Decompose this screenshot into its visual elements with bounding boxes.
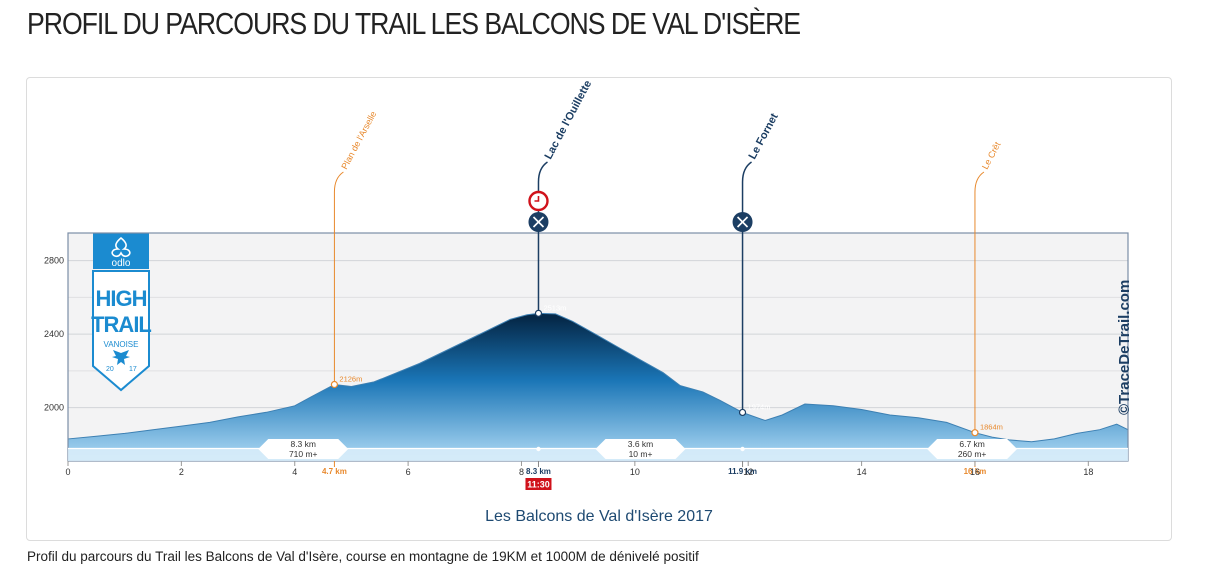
eagle-icon [112, 350, 130, 365]
marker-elevation: 2513m [543, 303, 566, 312]
marker-elevation: 2126m [339, 375, 362, 384]
logo-year-left: 20 [106, 366, 114, 373]
logo-line2: TRAIL [91, 312, 151, 337]
chart-title: Les Balcons de Val d'Isère 2017 [485, 508, 713, 525]
time-badge [525, 478, 552, 490]
y-tick-label: 2400 [44, 329, 64, 339]
segment-distance: 8.3 km [290, 439, 316, 449]
marker-pole [537, 161, 548, 314]
marker-distance: 11.9 km [728, 467, 757, 476]
marker-pole [741, 161, 752, 413]
logo-year-right: 17 [129, 366, 137, 373]
segment-divider-dot [740, 446, 745, 452]
segment-gain: 710 m+ [289, 449, 318, 459]
marker-pole [333, 171, 344, 385]
odlo-emblem-icon [111, 236, 131, 258]
cutlery-icon [528, 212, 549, 232]
x-tick-label: 14 [857, 467, 867, 477]
marker-point [971, 429, 979, 437]
marker-name: Le Crêt [980, 140, 1003, 171]
y-tick-label: 2000 [44, 403, 64, 413]
marker-point [330, 380, 339, 389]
x-tick-label: 18 [1083, 467, 1093, 477]
logo-line3: VANOISE [104, 340, 139, 349]
marker-distance: 4.7 km [322, 467, 347, 476]
segment-gain: 10 m+ [629, 449, 653, 459]
x-tick-label: 4 [292, 467, 297, 477]
logo-brand: odlo [112, 258, 131, 269]
marker-name: Le Fornet [747, 111, 781, 161]
segment-distance: 6.7 km [959, 439, 985, 449]
x-tick-label: 6 [406, 467, 411, 477]
chart-caption: Profil du parcours du Trail les Balcons … [27, 549, 699, 564]
marker-point [738, 408, 747, 417]
cutlery-icon [732, 212, 753, 232]
segment-badge [258, 439, 349, 459]
marker-elevation: 1864m [980, 423, 1003, 432]
marker-distance: 8.3 km [526, 467, 551, 476]
marker-elevation: 1974m [748, 402, 771, 411]
x-tick-label: 12 [743, 467, 753, 477]
marker-distance: 16 km [964, 467, 987, 476]
x-tick-label: 10 [630, 467, 640, 477]
clock-icon [528, 190, 549, 212]
segment-gain: 260 m+ [958, 449, 987, 459]
elevation-profile-area [68, 313, 1128, 461]
logo-line1: HIGH [96, 286, 147, 311]
elevation-profile-chart: odlo HIGH TRAIL VANOISE 20 17 8.3 km 710 m+ 3.6… [26, 77, 1172, 541]
x-tick-label: 2 [179, 467, 184, 477]
segment-badge [595, 439, 686, 459]
marker-name: Lac de l'Ouillette [543, 78, 595, 161]
segment-divider-dot [536, 446, 541, 452]
segment-badge [927, 439, 1018, 459]
x-tick-label: 8 [519, 467, 524, 477]
x-tick-label: 0 [65, 467, 70, 477]
axes: 2000 2400 2800 0 2 4 6 8 10 12 14 16 18 [44, 256, 1093, 477]
segment-distance: 3.6 km [628, 439, 654, 449]
logo-shield [92, 270, 150, 392]
y-tick-label: 2800 [44, 256, 64, 266]
marker-name: Plan de l'Arselle [339, 110, 378, 171]
marker-point [534, 309, 543, 317]
time-label: 11:30 [527, 480, 550, 490]
watermark: ©TraceDeTrail.com [1116, 280, 1133, 415]
page-title: PROFIL DU PARCOURS DU TRAIL LES BALCONS … [27, 6, 801, 41]
marker-pole [974, 171, 985, 433]
x-tick-label: 16 [970, 467, 980, 477]
